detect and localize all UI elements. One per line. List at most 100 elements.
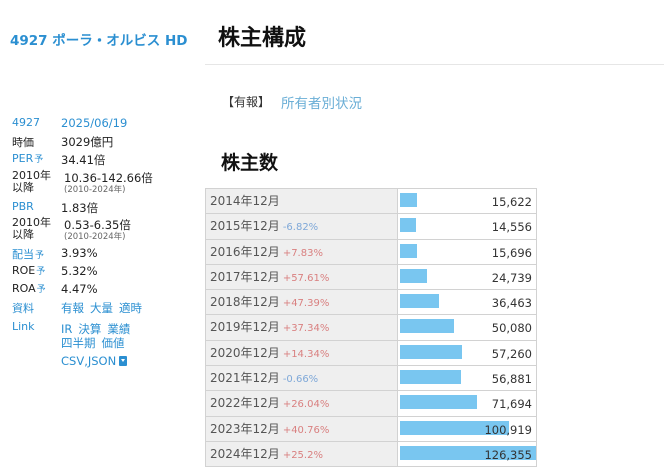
row-year: 2023年12月: [210, 421, 280, 436]
link-value[interactable]: 価値: [101, 336, 125, 350]
row-bar: [400, 218, 416, 233]
roe-value: 5.32%: [61, 264, 98, 278]
row-bar-cell: 57,260: [399, 340, 537, 366]
row-change: +57.61%: [282, 272, 330, 284]
link-gyoseki[interactable]: 業績: [107, 322, 131, 336]
row-year: 2020年12月: [210, 345, 280, 360]
row-year-cell: 2020年12月 +14.34%: [205, 340, 398, 366]
table-row: 2018年12月 +47.39% 36,463: [205, 290, 537, 316]
market-cap-label: 時価: [12, 136, 34, 149]
row-bar-cell: 36,463: [399, 290, 537, 315]
link-label: Link: [12, 320, 35, 333]
table-row: 2017年12月 +57.61% 24,739: [205, 264, 537, 291]
row-change: +14.34%: [282, 348, 330, 360]
row-value: 15,622: [491, 195, 532, 209]
row-change: +25.2%: [282, 449, 323, 461]
row-year-cell: 2017年12月 +57.61%: [205, 264, 398, 290]
row-bar: [400, 445, 536, 460]
download-link[interactable]: CSV,JSON: [61, 354, 128, 368]
per-range-label: 2010年以降: [12, 169, 51, 194]
table-row: 2020年12月 +14.34% 57,260: [205, 340, 537, 367]
row-bar: [400, 294, 439, 309]
row-value: 15,696: [491, 245, 532, 260]
row-bar-cell: 15,622: [399, 189, 537, 214]
row-change: +47.39%: [282, 298, 330, 310]
company-title[interactable]: 4927 ポーラ・オルビス HD: [10, 33, 188, 49]
row-bar-cell: 24,739: [399, 264, 537, 290]
row-change: +40.76%: [282, 424, 330, 436]
link-quarterly[interactable]: 四半期: [61, 336, 96, 350]
dividend-forecast-mark: 予: [35, 251, 45, 261]
row-bar: [400, 344, 462, 359]
link-kessan[interactable]: 決算: [78, 322, 102, 336]
row-year: 2024年12月: [210, 446, 280, 461]
download-icon: [119, 356, 128, 366]
stock-code[interactable]: 4927: [12, 116, 40, 129]
row-year: 2018年12月: [210, 295, 280, 310]
row-bar: [400, 319, 454, 334]
row-year-cell: 2014年12月: [205, 189, 398, 214]
per-label[interactable]: PER予: [12, 152, 43, 165]
row-bar: [400, 420, 509, 435]
row-value: 71,694: [491, 397, 532, 412]
row-year-cell: 2019年12月 +37.34%: [205, 315, 398, 340]
row-bar: [400, 370, 461, 385]
row-year-cell: 2016年12月 +7.83%: [205, 239, 398, 264]
row-bar: [400, 243, 417, 258]
row-year-cell: 2021年12月 -0.66%: [205, 366, 398, 391]
per-range-value: 10.36-142.66倍: [64, 171, 153, 185]
table-row: 2015年12月 -6.82% 14,556: [205, 214, 537, 240]
per-value: 34.41倍: [61, 153, 106, 167]
docs-link-tekiji[interactable]: 適時: [119, 301, 142, 315]
row-year: 2019年12月: [210, 320, 280, 335]
row-value: 14,556: [491, 220, 532, 235]
row-year-cell: 2022年12月 +26.04%: [205, 391, 398, 416]
roe-label: ROE予: [12, 264, 45, 277]
row-year: 2022年12月: [210, 396, 280, 411]
row-bar: [400, 395, 477, 410]
row-bar-cell: 126,355: [399, 441, 537, 467]
docs-link-tairyo[interactable]: 大量: [90, 301, 113, 315]
row-change: +26.04%: [282, 399, 330, 411]
docs-link-yuho[interactable]: 有報: [61, 301, 84, 315]
row-bar-cell: 100,919: [399, 416, 537, 441]
row-change: +37.34%: [282, 323, 330, 335]
report-link[interactable]: 所有者別状況: [281, 96, 362, 112]
per-label-text: PER: [12, 152, 34, 165]
table-row: 2022年12月 +26.04% 71,694: [205, 391, 537, 417]
row-bar-cell: 14,556: [399, 214, 537, 239]
row-value: 57,260: [491, 346, 532, 361]
row-change: -0.66%: [282, 374, 319, 386]
row-change: +7.83%: [282, 247, 323, 259]
row-bar-cell: 15,696: [399, 239, 537, 264]
pbr-range-value: 0.53-6.35倍: [64, 218, 131, 232]
row-year: 2017年12月: [210, 269, 280, 284]
row-change: -6.82%: [282, 222, 319, 234]
roa-label: ROA予: [12, 282, 46, 295]
table-row: 2019年12月 +37.34% 50,080: [205, 315, 537, 341]
dividend-label-text: 配当: [12, 248, 34, 261]
per-forecast-mark: 予: [34, 155, 44, 165]
roa-forecast-mark: 予: [36, 285, 46, 295]
table-row: 2014年12月 15,622: [205, 188, 537, 215]
row-value: 56,881: [491, 372, 532, 387]
row-bar: [400, 193, 417, 207]
pbr-range-label: 2010年以降: [12, 216, 51, 241]
row-year-cell: 2018年12月 +47.39%: [205, 290, 398, 315]
pbr-label[interactable]: PBR: [12, 200, 34, 213]
row-bar-cell: 50,080: [399, 315, 537, 340]
row-value: 100,919: [484, 422, 532, 437]
docs-links: 有報 大量 適時: [61, 300, 148, 316]
dividend-label[interactable]: 配当予: [12, 246, 44, 262]
download-label: CSV,JSON: [61, 354, 117, 368]
row-year-cell: 2024年12月 +25.2%: [205, 441, 398, 467]
pbr-value: 1.83倍: [61, 201, 99, 215]
link-links-row-1: IR 決算 業績: [61, 321, 136, 337]
roa-value: 4.47%: [61, 282, 98, 296]
report-tag: 【有報】: [222, 95, 271, 109]
shareholders-table: 2014年12月 15,622 2015年12月 -6.82% 14,556 2016年1…: [205, 188, 537, 468]
per-range-years: (2010-2024年): [64, 185, 126, 195]
link-ir[interactable]: IR: [61, 322, 73, 336]
data-date[interactable]: 2025/06/19: [61, 116, 128, 130]
roe-forecast-mark: 予: [36, 267, 46, 277]
